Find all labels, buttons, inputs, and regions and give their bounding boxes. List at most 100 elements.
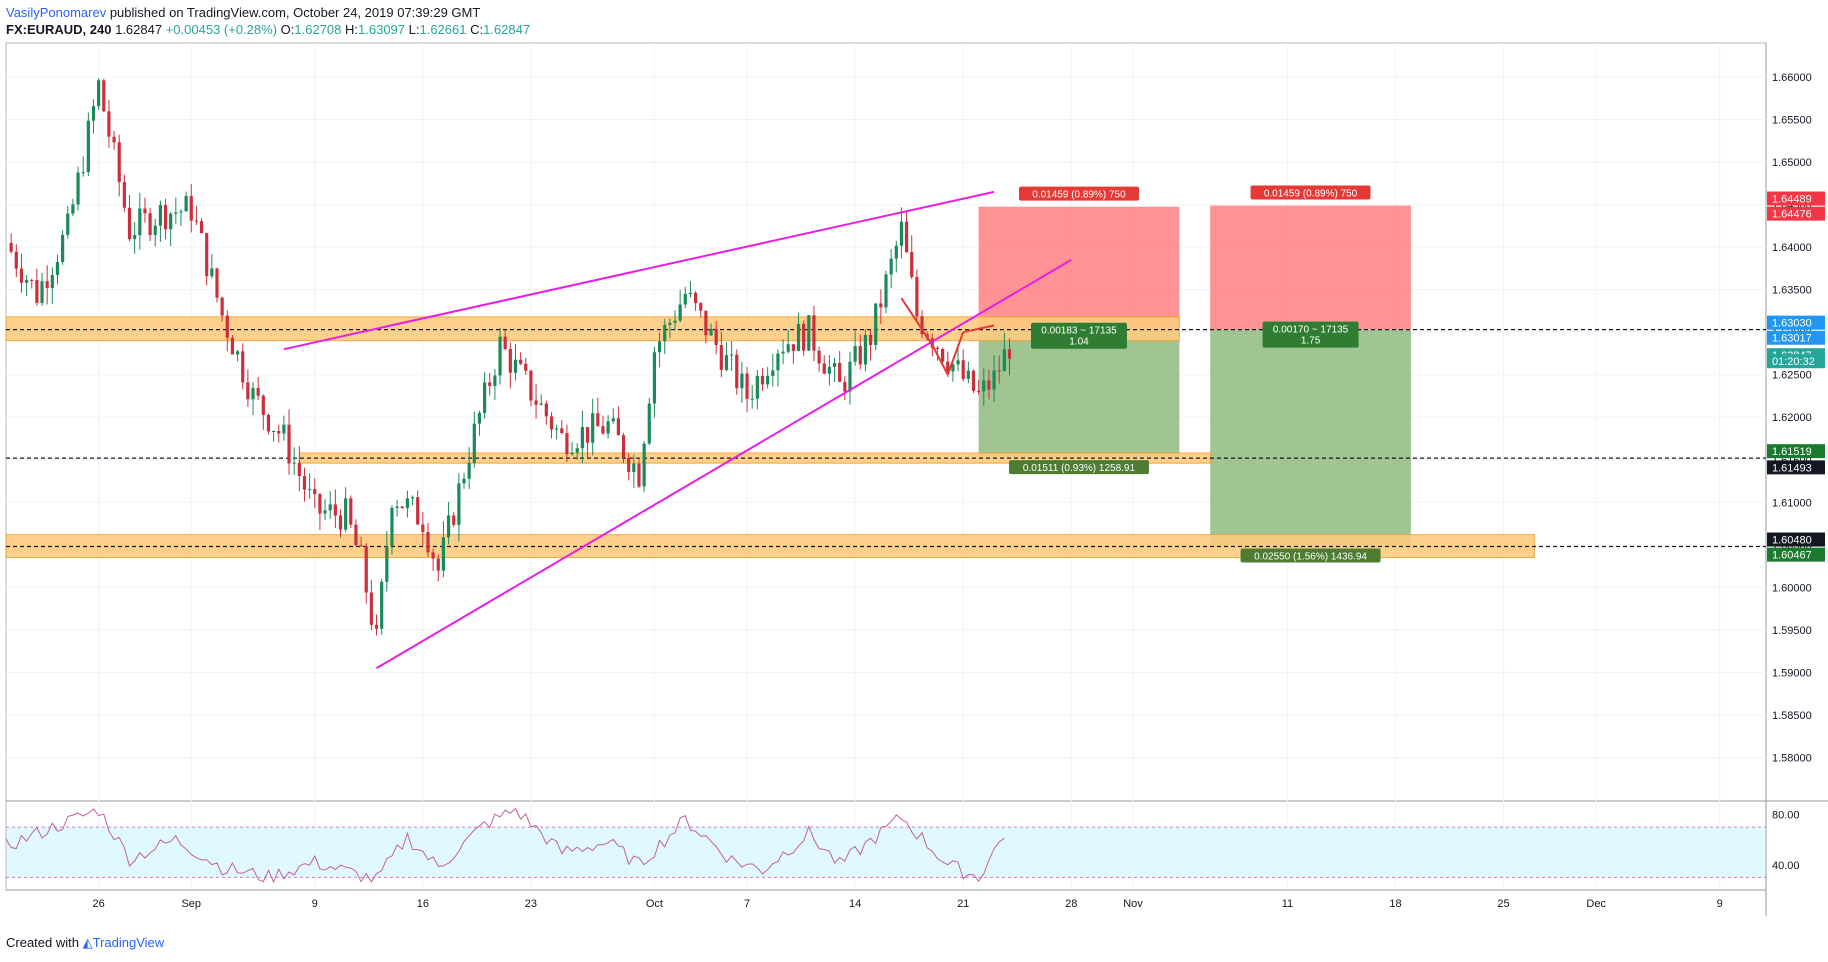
target-label-1-bg — [1008, 460, 1149, 475]
symbol-label[interactable]: FX:EURAUD, 240 — [6, 22, 112, 37]
candle-body — [668, 322, 672, 325]
candle-body — [35, 280, 39, 303]
candle-body — [879, 303, 883, 308]
publish-header: VasilyPonomarev published on TradingView… — [6, 4, 480, 21]
candle-body — [297, 462, 301, 477]
x-tick-label: 9 — [312, 898, 318, 910]
candle-body — [225, 315, 229, 338]
candle-body — [997, 370, 1001, 372]
candle-body — [930, 338, 934, 348]
candle-body — [380, 581, 384, 629]
sr-zone-1 — [5, 316, 1180, 342]
candle-body — [127, 207, 132, 240]
open-label: O: — [280, 22, 295, 37]
candle-body — [740, 373, 744, 389]
candle-body — [246, 382, 250, 400]
candle-body — [91, 106, 96, 121]
candle-body — [534, 400, 538, 405]
tradingview-brand[interactable]: TradingView — [92, 935, 165, 950]
stop-label-1-bg — [1018, 186, 1139, 201]
candle-body — [786, 344, 790, 352]
candle-body — [791, 344, 795, 352]
stop-label-2: 0.01459 (0.89%) 750 — [1264, 189, 1358, 200]
candle-body — [899, 221, 904, 246]
price-axis-tag: 1.61519 — [1772, 446, 1812, 458]
candle-body — [14, 251, 18, 269]
y-tick-label: 1.66000 — [1772, 72, 1812, 84]
y-tick-label: 1.59000 — [1772, 667, 1812, 679]
candle-body — [796, 323, 801, 352]
rsi-tick-label: 40.00 — [1772, 860, 1800, 872]
x-tick-label: 26 — [93, 898, 105, 910]
ratio-label-1: 1.04 — [1069, 337, 1089, 348]
y-tick-label: 1.65000 — [1772, 157, 1812, 169]
y-tick-label: 1.63500 — [1772, 285, 1812, 297]
price-change: +0.00453 (+0.28%) — [165, 22, 278, 37]
candle-body — [591, 413, 595, 443]
candle-body — [544, 403, 548, 417]
candle-body — [858, 346, 862, 365]
candle-body — [807, 315, 811, 351]
x-tick-label: 23 — [525, 898, 537, 910]
candle-body — [982, 380, 986, 392]
candle-body — [241, 351, 245, 383]
candle-body — [148, 213, 152, 235]
candle-body — [848, 361, 852, 392]
candle-body — [230, 337, 235, 355]
scenario-arrow — [962, 324, 995, 334]
candle-body — [61, 234, 65, 262]
candle-body — [555, 428, 559, 430]
candle-body — [472, 423, 476, 463]
created-with-text: Created with — [6, 935, 79, 950]
candle-body — [292, 462, 296, 464]
high-label: H: — [345, 22, 359, 37]
candle-body — [441, 537, 446, 571]
candle-body — [117, 142, 121, 183]
candle-body — [71, 204, 75, 214]
entry-label-bg-1 — [1030, 322, 1127, 349]
footer: Created with ◭TradingView — [6, 935, 164, 951]
stop-label-1: 0.01459 (0.89%) 750 — [1032, 190, 1126, 201]
candle-body — [189, 196, 193, 221]
candle-body — [323, 510, 327, 514]
candle-body — [874, 303, 878, 345]
candle-body — [102, 80, 106, 112]
tradingview-logo-icon[interactable]: ◭ — [82, 935, 93, 950]
candle-body — [910, 252, 914, 278]
candle-body — [416, 497, 420, 525]
author-link[interactable]: VasilyPonomarev — [6, 5, 107, 20]
candle-body — [493, 375, 497, 386]
y-tick-label: 1.62500 — [1772, 370, 1812, 382]
y-tick-label: 1.58500 — [1772, 710, 1812, 722]
candle-body — [97, 80, 101, 107]
candle-body — [395, 506, 399, 508]
price-axis-tag: 1.61493 — [1772, 462, 1812, 474]
candle-body — [627, 457, 631, 473]
candle-body — [133, 235, 137, 240]
candle-body — [215, 268, 219, 298]
candle-body — [760, 375, 765, 385]
candle-body — [503, 336, 507, 349]
candle-body — [529, 370, 533, 401]
candle-body — [24, 279, 29, 283]
candle-body — [992, 370, 996, 390]
candle-body — [421, 524, 425, 532]
candle-body — [261, 395, 265, 415]
candle-body — [462, 478, 466, 484]
candle-body — [657, 341, 662, 353]
candle-body — [601, 426, 605, 434]
candle-body — [817, 350, 821, 364]
candle-body — [915, 277, 919, 317]
candle-body — [498, 336, 502, 376]
candle-body — [580, 427, 584, 449]
x-tick-label: 14 — [849, 898, 861, 910]
candle-body — [40, 281, 44, 303]
candle-body — [719, 345, 723, 370]
candle-body — [519, 359, 523, 364]
candle-body — [596, 413, 600, 427]
candle-body — [482, 382, 487, 413]
x-tick-label: 25 — [1497, 898, 1509, 910]
candle-body — [560, 428, 564, 434]
candle-body — [369, 592, 373, 625]
